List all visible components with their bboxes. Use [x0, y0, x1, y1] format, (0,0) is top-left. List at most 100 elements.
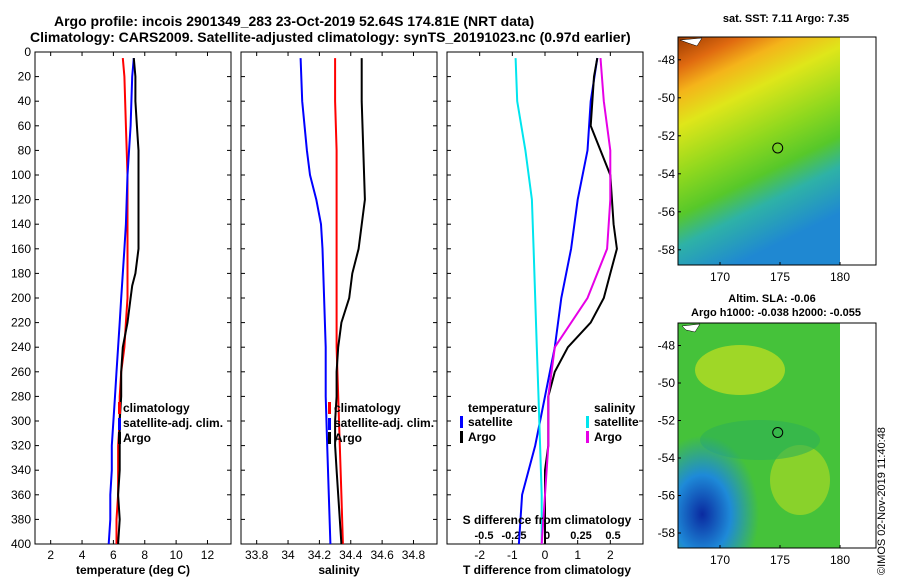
sla-lat-ticks: -48 -50 -52 -54 -56 -58 [658, 339, 676, 541]
x-tick-label: 6 [110, 548, 117, 562]
legend-salinity-title: salinity [594, 401, 636, 415]
s-tick-label: -0.25 [501, 530, 526, 542]
x-tick-label: 34.8 [402, 548, 426, 562]
salinity-panel: 33.8 34 34.2 34.4 34.6 34.8 salinity climatol… [240, 51, 438, 577]
lat-tick-label: -56 [658, 489, 676, 503]
series-line-climatology [334, 58, 344, 545]
y-tick-label: 20 [18, 70, 32, 84]
difference-axes-frame [446, 51, 644, 545]
series-line-argo [117, 58, 140, 545]
y-tick-label: 60 [18, 119, 32, 133]
imos-credit: ©IMOS 02-Nov-2019 11:40:48 [876, 427, 888, 575]
temperature-legend: climatology satellite-adj. clim. Argo [118, 401, 223, 445]
temperature-lines [107, 58, 140, 545]
legend-argo-swatch [118, 432, 121, 444]
salinity-x-ticks: 33.8 34 34.2 34.4 34.6 34.8 [245, 548, 425, 562]
legend-s-argo-label: Argo [594, 430, 622, 444]
y-tick-label: 40 [18, 94, 32, 108]
series-line-argo-salinity- [540, 58, 612, 545]
lat-tick-label: -54 [658, 451, 676, 465]
lon-tick-label: 175 [770, 553, 790, 567]
series-line-climatology [115, 58, 129, 544]
sst-map: sat. SST: 7.11 Argo: 7.35 -48 -50 -52 -54 -5… [658, 13, 877, 284]
salinity-legend: climatology satellite-adj. clim. Argo [328, 401, 434, 445]
sst-land-mask [840, 37, 876, 265]
legend-argo-swatch [328, 432, 331, 444]
y-tick-label: 100 [11, 168, 31, 182]
title-line-1: Argo profile: incois 2901349_283 23-Oct-… [54, 13, 534, 29]
legend-s-satellite-label: satellite [594, 415, 639, 429]
x-tick-label: 34 [281, 548, 295, 562]
lon-tick-label: 175 [770, 270, 790, 284]
y-tick-label: 380 [11, 512, 31, 526]
y-tick-label: 160 [11, 242, 31, 256]
sst-lat-ticks: -48 -50 -52 -54 -56 -58 [658, 53, 676, 257]
x-tick-label: 0 [542, 548, 549, 562]
legend-climatology-label: climatology [123, 401, 190, 415]
lat-tick-label: -50 [658, 376, 676, 390]
lat-tick-label: -48 [658, 53, 676, 67]
legend-climatology-label: climatology [334, 401, 401, 415]
y-tick-label: 280 [11, 389, 31, 403]
s-tick-label: 0 [544, 530, 550, 542]
s-difference-label: S difference from climatology [463, 513, 632, 527]
salinity-axes-frame [240, 51, 438, 545]
sst-field [678, 37, 840, 265]
legend-satellite-label: satellite-adj. clim. [334, 416, 434, 430]
lon-tick-label: 170 [710, 270, 730, 284]
lat-tick-label: -54 [658, 167, 676, 181]
sla-map-title-line-1: Altim. SLA: -0.06 [728, 293, 815, 305]
x-tick-label: -2 [474, 548, 485, 562]
argo-location-marker [772, 142, 784, 154]
y-tick-label: 360 [11, 488, 31, 502]
lat-tick-label: -50 [658, 91, 676, 105]
temperature-x-ticks: 2 4 6 8 10 12 [47, 548, 214, 562]
sst-map-frame [677, 36, 877, 266]
difference-panel: -2 -1 0 1 2 -0.5 -0.25 0 0.25 0.5 S difference f… [446, 51, 644, 577]
sst-lon-ticks: 170 175 180 [710, 270, 850, 284]
land-island-icon [681, 323, 701, 333]
legend-satellite-swatch [118, 418, 121, 430]
sla-land-mask [840, 323, 876, 548]
sla-map-title-line-2: Argo h1000: -0.038 h2000: -0.055 [691, 307, 861, 319]
difference-legend: temperature satellite Argo salinity sate… [460, 401, 639, 444]
sla-map-frame [677, 322, 877, 549]
x-tick-label: 2 [47, 548, 54, 562]
sla-deep-low [678, 323, 840, 548]
legend-satellite-swatch [328, 418, 331, 430]
x-tick-label: 33.8 [245, 548, 269, 562]
lon-tick-label: 170 [710, 553, 730, 567]
y-tick-label: 300 [11, 414, 31, 428]
temperature-axes-frame [34, 51, 232, 545]
y-tick-label: 260 [11, 365, 31, 379]
salinity-xlabel: salinity [318, 563, 360, 577]
legend-s-satellite-swatch [586, 416, 589, 428]
legend-t-satellite-swatch [460, 416, 463, 428]
temperature-xlabel: temperature (deg C) [76, 563, 190, 577]
y-tick-label: 120 [11, 193, 31, 207]
difference-lines [514, 57, 618, 545]
lon-tick-label: 180 [830, 553, 850, 567]
title-line-2: Climatology: CARS2009. Satellite-adjuste… [30, 29, 631, 45]
lat-tick-label: -48 [658, 339, 676, 353]
x-tick-label: 34.2 [308, 548, 332, 562]
legend-s-argo-swatch [586, 431, 589, 443]
x-tick-label: 12 [201, 548, 215, 562]
y-tick-label: 200 [11, 291, 31, 305]
legend-t-argo-label: Argo [468, 430, 496, 444]
lon-tick-label: 180 [830, 270, 850, 284]
s-tick-label: 0.5 [605, 530, 620, 542]
y-tick-label: 320 [11, 439, 31, 453]
lat-tick-label: -56 [658, 205, 676, 219]
legend-climatology-swatch [328, 402, 331, 414]
legend-t-argo-swatch [460, 431, 463, 443]
x-tick-label: 2 [607, 548, 614, 562]
land-island-icon [679, 37, 703, 47]
lat-tick-label: -58 [658, 526, 676, 540]
legend-temperature-title: temperature [468, 401, 538, 415]
salinity-lines [299, 58, 366, 545]
y-tick-label: 340 [11, 463, 31, 477]
temperature-y-ticks: 0 20 40 60 80 100 120 140 160 180 200 220 240 260 280 3… [11, 45, 31, 551]
y-tick-label: 400 [11, 537, 31, 551]
x-tick-label: -1 [507, 548, 518, 562]
